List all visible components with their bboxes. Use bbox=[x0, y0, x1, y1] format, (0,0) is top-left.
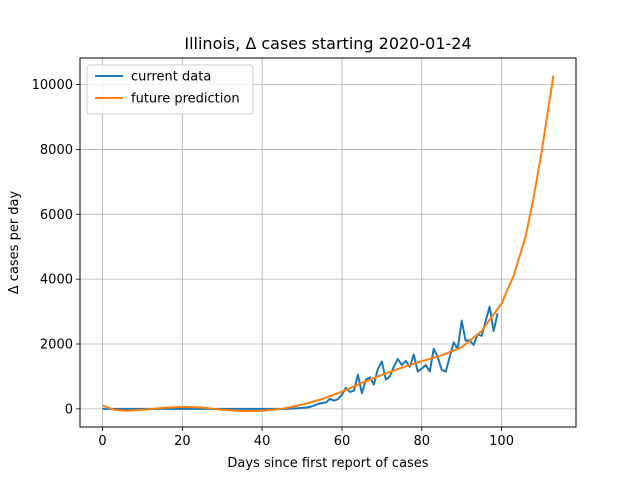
series-line-current-data bbox=[102, 305, 499, 410]
x-axis-title: Days since first report of cases bbox=[227, 456, 428, 471]
legend-box bbox=[86, 64, 254, 115]
series-layer bbox=[102, 75, 555, 413]
y-tick-label: 4000 bbox=[40, 273, 73, 288]
x-tick-label: 20 bbox=[174, 434, 191, 449]
x-axis-ticks: 0 20 40 60 80 100 bbox=[98, 427, 514, 449]
y-tick-label: 0 bbox=[65, 402, 73, 417]
y-axis-ticks: 0 2000 4000 6000 8000 10000 bbox=[32, 78, 80, 417]
legend: current data future prediction bbox=[86, 64, 254, 115]
x-tick-label: 40 bbox=[254, 434, 271, 449]
y-tick-label: 10000 bbox=[32, 78, 73, 93]
legend-label: future prediction bbox=[131, 92, 240, 107]
y-axis-title: Δ cases per day bbox=[7, 190, 22, 294]
x-tick-label: 80 bbox=[413, 434, 430, 449]
y-tick-label: 6000 bbox=[40, 208, 73, 223]
series-line-future-prediction bbox=[102, 75, 555, 413]
x-tick-label: 60 bbox=[334, 434, 351, 449]
legend-label: current data bbox=[131, 70, 211, 85]
y-tick-label: 8000 bbox=[40, 143, 73, 158]
x-tick-label: 100 bbox=[489, 434, 514, 449]
y-tick-label: 2000 bbox=[40, 337, 73, 352]
plot-frame bbox=[79, 57, 577, 428]
x-tick-label: 0 bbox=[98, 434, 106, 449]
chart-title: Illinois, Δ cases starting 2020-01-24 bbox=[184, 34, 471, 53]
